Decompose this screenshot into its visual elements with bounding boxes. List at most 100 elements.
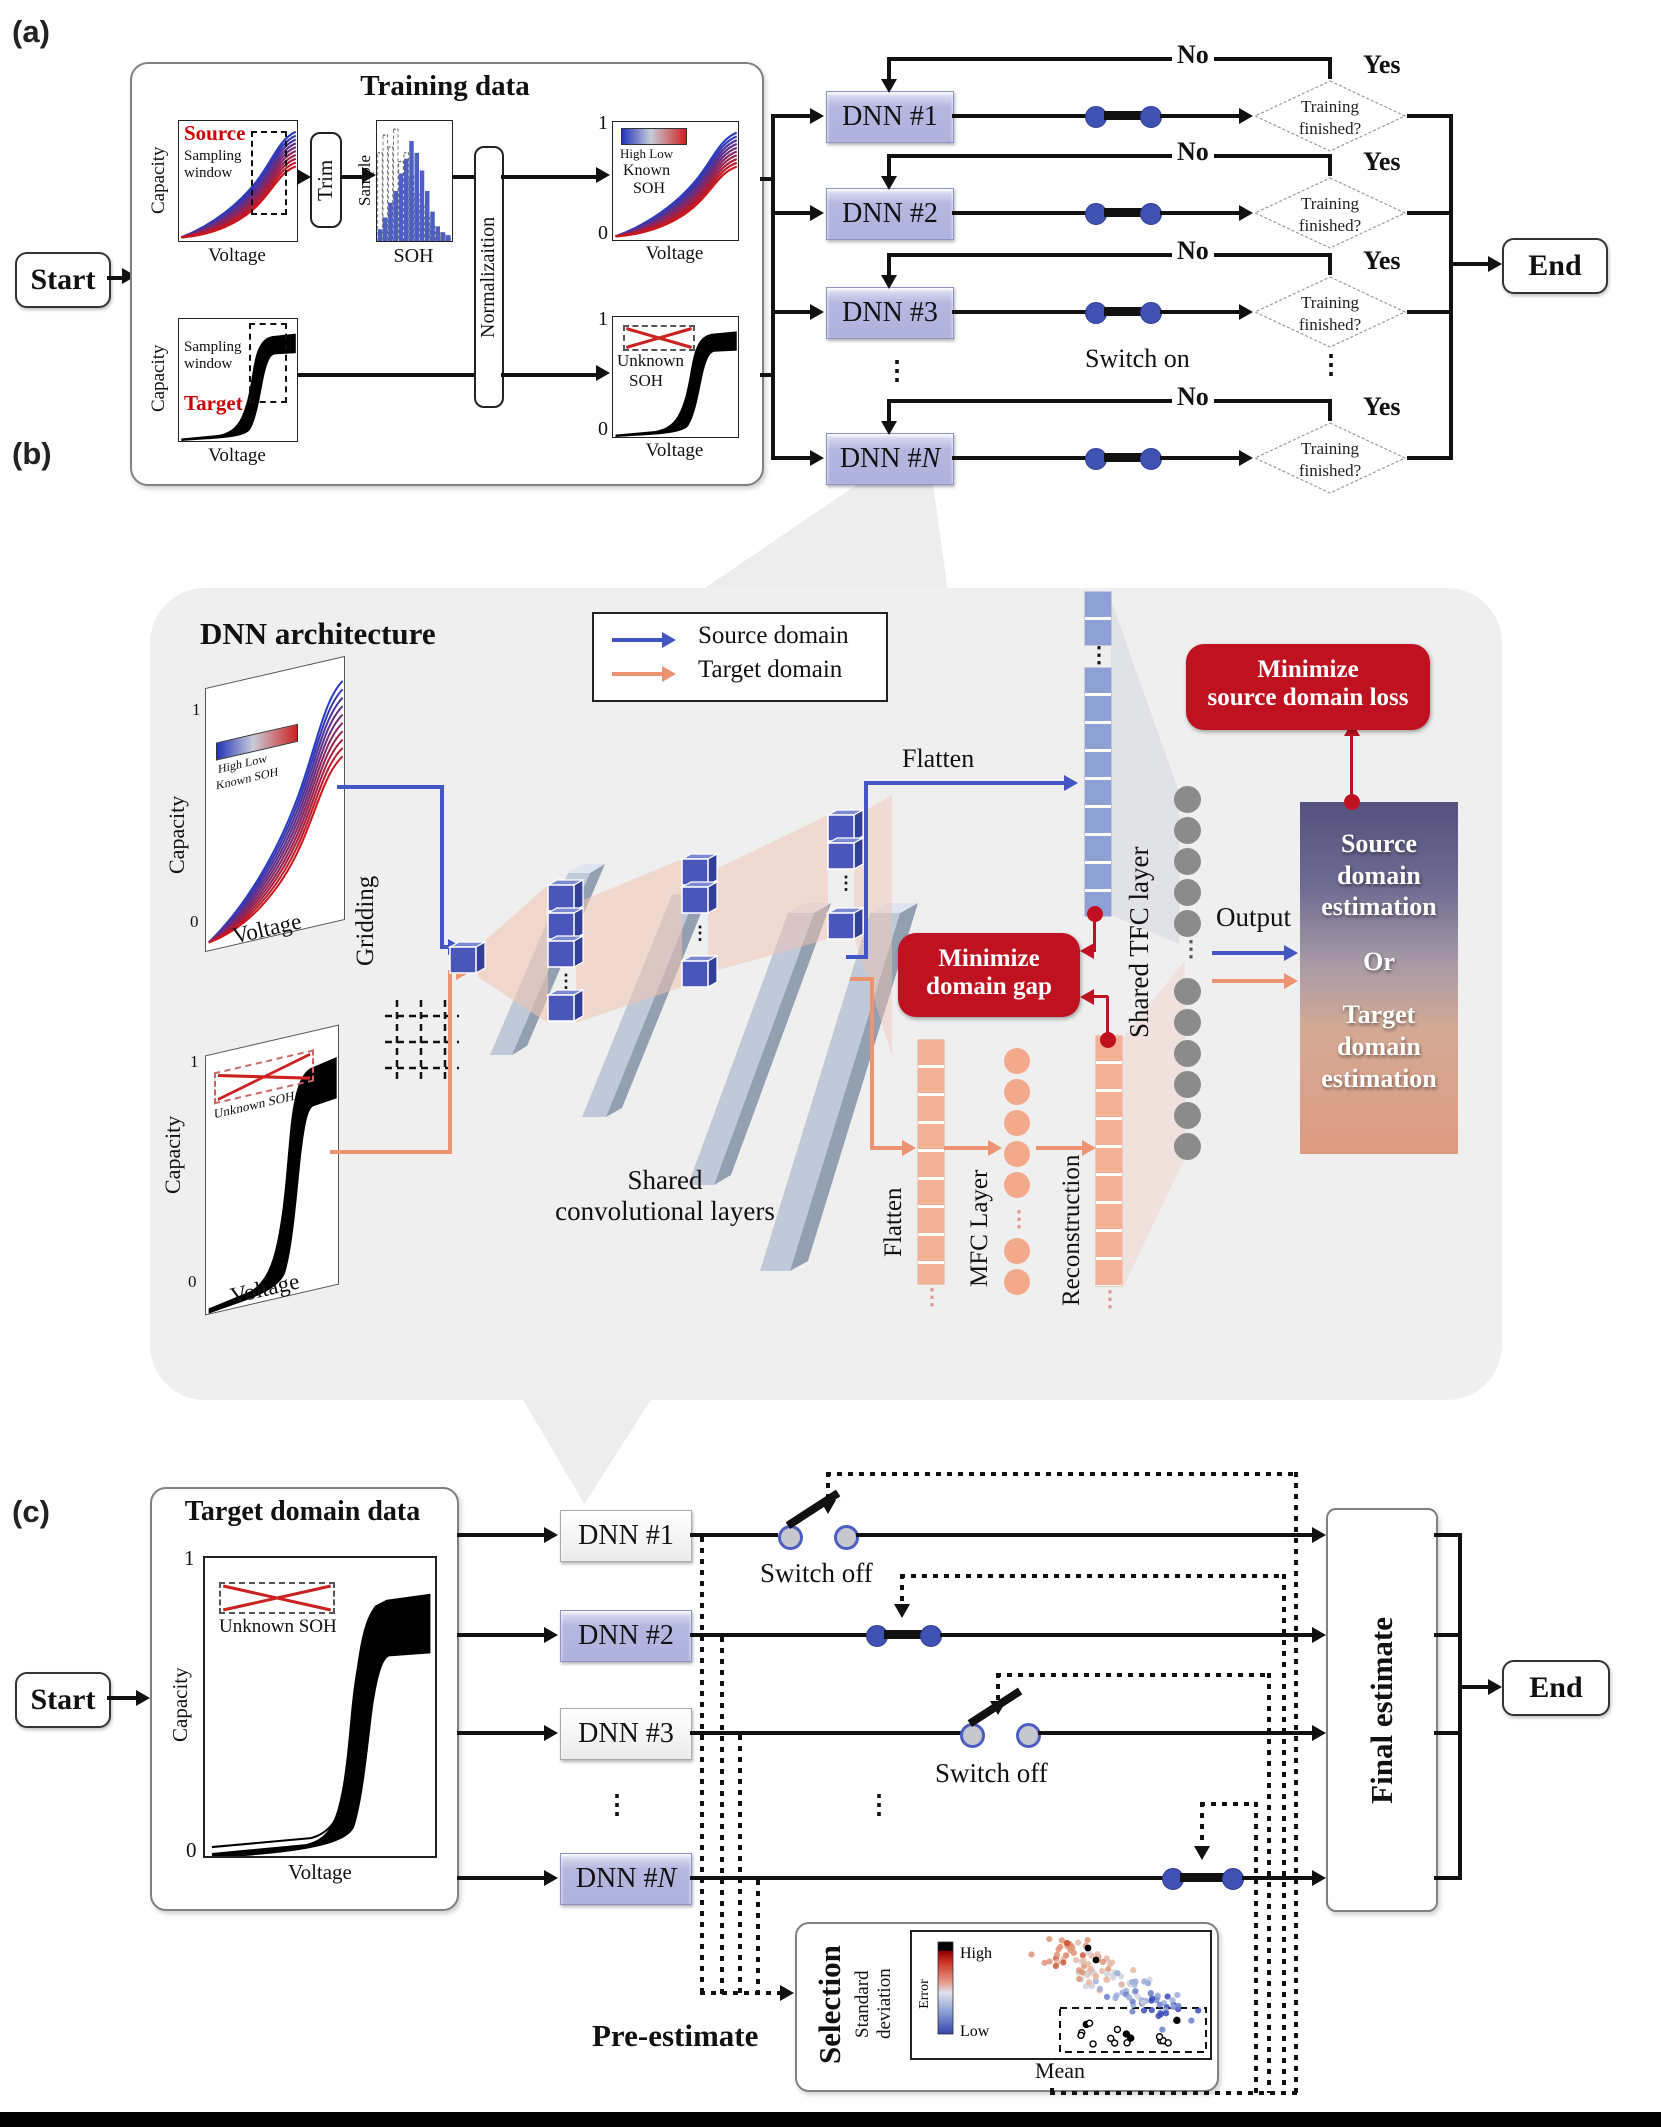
dtext: Training bbox=[1301, 194, 1359, 213]
rect bbox=[435, 226, 440, 241]
circle bbox=[1147, 1990, 1154, 1997]
path bbox=[209, 723, 343, 943]
arrowhead bbox=[544, 1627, 558, 1643]
ellipsis: ⋮ bbox=[921, 1284, 943, 1309]
dotted-line bbox=[1294, 1472, 1298, 2093]
circle bbox=[1085, 2019, 1094, 2027]
connector-line bbox=[1092, 995, 1108, 998]
arrowhead bbox=[820, 1500, 836, 1514]
connector-line bbox=[1160, 211, 1240, 215]
rect bbox=[398, 173, 404, 241]
circle bbox=[1062, 1952, 1070, 1959]
connector-line bbox=[452, 175, 474, 179]
arrowhead bbox=[1080, 943, 1094, 959]
circle bbox=[1130, 1967, 1137, 1974]
path bbox=[616, 167, 737, 237]
decision-diamond: Training finished? bbox=[1253, 80, 1407, 152]
arrowhead bbox=[894, 1604, 910, 1618]
dotted-line bbox=[1267, 1673, 1271, 2093]
connector-line bbox=[1160, 456, 1240, 460]
circle bbox=[1096, 1985, 1103, 1992]
error-label: Error bbox=[917, 1979, 932, 2009]
c-tick0: 0 bbox=[186, 1838, 197, 1862]
abs: window bbox=[184, 356, 233, 372]
dotted-line bbox=[1200, 1802, 1204, 1850]
connector-line bbox=[297, 373, 474, 377]
span: DNN #3 bbox=[578, 1718, 674, 1749]
connector-line bbox=[771, 211, 812, 215]
no: No bbox=[1172, 236, 1214, 266]
polygon bbox=[853, 836, 864, 871]
connector-line bbox=[864, 781, 1066, 785]
connector-line bbox=[457, 1876, 545, 1880]
stack-node bbox=[1004, 1172, 1030, 1198]
norm-target-plot: Unknown SOH bbox=[612, 316, 739, 438]
arrowhead bbox=[1239, 304, 1253, 320]
final-estimate-box: Final estimate bbox=[1326, 1508, 1438, 1912]
circle bbox=[1113, 2025, 1122, 2034]
no: No bbox=[1172, 137, 1214, 167]
circle bbox=[1148, 2006, 1155, 2014]
text: ⋮ bbox=[837, 873, 855, 893]
abs: Unknown bbox=[617, 351, 685, 370]
gridding-label: Gridding bbox=[352, 875, 379, 967]
path bbox=[209, 706, 343, 942]
circle bbox=[1075, 1967, 1083, 1974]
stack-node bbox=[1004, 1238, 1030, 1264]
legend-source-label: Source domain bbox=[698, 622, 849, 649]
arrowhead bbox=[881, 275, 897, 289]
stack-node bbox=[1004, 1110, 1030, 1136]
connector-line bbox=[1328, 57, 1332, 79]
connector-line bbox=[889, 154, 1330, 158]
connector-line bbox=[1092, 949, 1096, 952]
connector-line bbox=[612, 638, 664, 642]
circle bbox=[1118, 1981, 1125, 1988]
panel-connector-wedge bbox=[522, 1398, 652, 1504]
target-plot-xlabel: Voltage bbox=[208, 445, 266, 466]
target-title: Target bbox=[184, 391, 243, 415]
arrowhead bbox=[544, 1870, 558, 1886]
circle bbox=[1164, 2039, 1172, 2047]
circle bbox=[1129, 1978, 1136, 1986]
circle bbox=[1104, 1976, 1111, 1983]
circle bbox=[1085, 1949, 1092, 1957]
mean-label: Mean bbox=[1034, 2058, 1086, 2083]
circle bbox=[1089, 2040, 1097, 2048]
norm-source-xlabel: Voltage bbox=[645, 243, 704, 264]
div: Source domain estimation bbox=[1321, 829, 1437, 922]
connector-line bbox=[1434, 1731, 1462, 1735]
high-label: High bbox=[960, 1945, 992, 1962]
polygon bbox=[688, 913, 814, 1185]
circle bbox=[1155, 2012, 1162, 2020]
sampling-window-rect bbox=[251, 131, 287, 215]
connector-line bbox=[850, 977, 874, 981]
sampling-window-label: Sampling bbox=[184, 148, 242, 164]
source-plot-xlabel: Voltage bbox=[208, 245, 266, 266]
connector-line bbox=[1106, 996, 1109, 1034]
path bbox=[209, 748, 343, 942]
arrowhead bbox=[1239, 450, 1253, 466]
circle bbox=[1092, 1956, 1100, 1964]
stack-node bbox=[1174, 1009, 1201, 1036]
circle bbox=[1058, 1937, 1066, 1944]
line bbox=[222, 1584, 332, 1612]
connector-line bbox=[612, 672, 664, 676]
dtext: finished? bbox=[1299, 461, 1361, 480]
connector-line bbox=[1104, 307, 1144, 316]
flatten-label-top: Flatten bbox=[902, 744, 975, 773]
arrowhead bbox=[988, 1140, 1002, 1156]
switch-dot bbox=[1140, 106, 1162, 128]
arrowhead bbox=[881, 421, 897, 435]
ellipsis: ⋮ bbox=[1088, 642, 1110, 667]
rect bbox=[547, 912, 575, 940]
rect bbox=[547, 884, 575, 912]
connector-line bbox=[940, 1633, 1314, 1637]
circle bbox=[1154, 1992, 1161, 1999]
polygon bbox=[870, 903, 918, 913]
dotted-line bbox=[826, 1472, 1298, 1476]
rect bbox=[547, 994, 575, 1022]
circle bbox=[1069, 1944, 1076, 1951]
connector-line bbox=[1242, 1876, 1314, 1880]
abs: High Low bbox=[620, 146, 674, 161]
selection-title: Selection bbox=[812, 1945, 847, 2065]
